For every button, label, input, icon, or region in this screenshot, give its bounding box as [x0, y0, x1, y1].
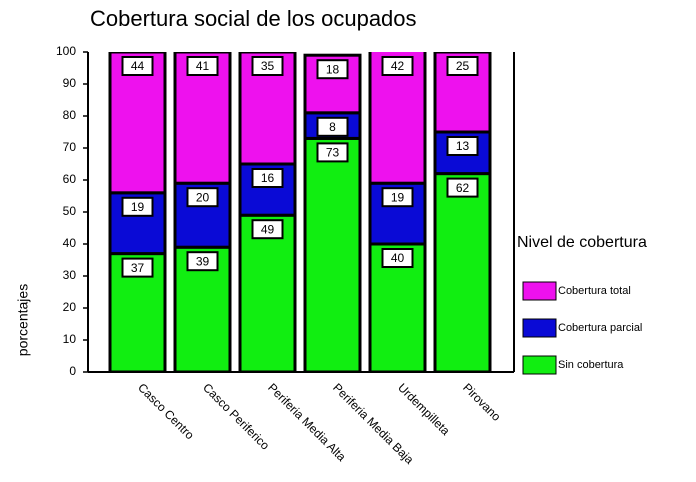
value-label-box	[446, 177, 479, 198]
value-label: 41	[196, 59, 210, 73]
value-label: 35	[261, 59, 275, 73]
x-tick-label: Casco Centro	[135, 380, 197, 442]
value-label: 16	[261, 171, 275, 185]
bar-segment	[433, 172, 492, 372]
value-label: 49	[261, 222, 275, 236]
legend-swatch	[522, 355, 557, 375]
legend-label: Cobertura total	[558, 285, 631, 297]
y-tick-label: 10	[63, 332, 77, 346]
value-label-box	[316, 142, 349, 163]
legend-swatch	[522, 318, 557, 338]
legend-title: Nivel de cobertura	[517, 234, 647, 251]
x-tick-label: Urdempilleta	[395, 380, 453, 438]
value-label: 13	[456, 139, 470, 153]
x-tick-label: Pirovano	[460, 380, 504, 424]
value-label-box	[251, 219, 284, 240]
value-label-box	[186, 56, 219, 76]
x-tick-label: Casco Periferico	[200, 380, 272, 452]
value-label-box	[316, 116, 349, 137]
value-label: 62	[456, 181, 470, 195]
value-label-box	[381, 187, 414, 208]
chart-title: Cobertura social de los ocupados	[90, 6, 417, 31]
value-label-box	[186, 187, 219, 208]
y-tick-label: 40	[63, 236, 77, 250]
value-label-box	[121, 257, 154, 278]
value-label: 8	[329, 120, 336, 134]
bar-segment	[303, 136, 362, 372]
value-label: 18	[326, 62, 340, 76]
value-label: 40	[391, 251, 405, 265]
value-label: 19	[391, 190, 405, 204]
value-label: 73	[326, 146, 340, 160]
y-axis-label: porcentajes	[15, 284, 31, 356]
y-tick-label: 0	[69, 364, 76, 378]
bar-segment	[238, 52, 297, 166]
y-tick-label: 90	[63, 76, 77, 90]
value-label-box	[316, 59, 349, 80]
value-label: 39	[196, 254, 210, 268]
y-tick-label: 70	[63, 140, 77, 154]
value-label-box	[186, 251, 219, 272]
value-label-box	[381, 248, 414, 268]
bar-segment	[303, 53, 362, 115]
value-label: 37	[131, 261, 145, 275]
value-label-box	[381, 56, 414, 76]
y-tick-label: 100	[56, 44, 76, 58]
y-tick-label: 30	[63, 268, 77, 282]
legend-label: Cobertura parcial	[558, 322, 642, 334]
bars	[108, 52, 492, 372]
value-label-box	[251, 168, 284, 188]
value-label: 44	[131, 59, 145, 73]
bar-segment	[238, 213, 297, 372]
value-label-box	[446, 136, 479, 156]
legend-label: Sin cobertura	[558, 359, 624, 371]
value-label: 19	[131, 200, 145, 214]
value-label-box	[121, 56, 154, 76]
value-label-box	[446, 56, 479, 76]
y-tick-label: 50	[63, 204, 77, 218]
value-label: 20	[196, 190, 210, 204]
value-label-box	[121, 196, 154, 217]
value-label: 42	[391, 59, 405, 73]
y-tick-label: 80	[63, 108, 77, 122]
value-label-box	[251, 56, 284, 76]
bar-segment	[368, 52, 427, 185]
y-tick-label: 20	[63, 300, 77, 314]
y-tick-label: 60	[63, 172, 77, 186]
value-label: 25	[456, 59, 470, 73]
legend-swatch	[522, 281, 557, 301]
